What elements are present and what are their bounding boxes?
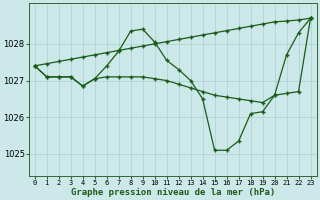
X-axis label: Graphe pression niveau de la mer (hPa): Graphe pression niveau de la mer (hPa) — [70, 188, 275, 197]
